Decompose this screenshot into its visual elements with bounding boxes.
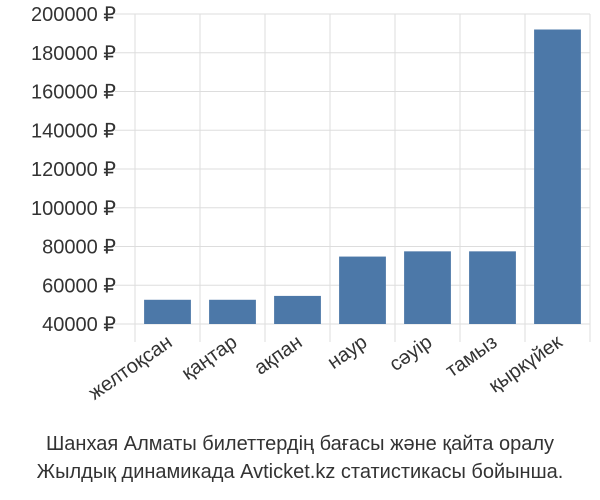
y-tick-label: 160000 ₽: [31, 82, 116, 104]
y-tick-label: 40000 ₽: [42, 314, 116, 336]
chart-caption-line-2: Жылдық динамикада Avticket.kz статистика…: [36, 461, 564, 483]
x-tick-label: сәуір: [385, 331, 436, 376]
y-tick-label: 120000 ₽: [31, 159, 116, 181]
bar: [404, 251, 451, 324]
y-tick-label: 180000 ₽: [31, 43, 116, 65]
x-tick-label: желтоқсан: [85, 331, 177, 404]
x-tick-label: ақпан: [250, 331, 306, 379]
y-tick-label: 100000 ₽: [31, 198, 116, 220]
y-tick-label: 60000 ₽: [42, 275, 116, 297]
y-axis-ticks: 40000 ₽ 60000 ₽ 80000 ₽ 100000 ₽ 120000 ₽ 140…: [31, 4, 116, 336]
bar: [144, 299, 191, 324]
bar: [469, 251, 516, 324]
x-tick-label: наур: [324, 331, 372, 374]
bar: [339, 256, 386, 324]
bar-chart: 40000 ₽ 60000 ₽ 80000 ₽ 100000 ₽ 120000 ₽ 140…: [31, 4, 591, 405]
x-tick-label: қыркүйек: [485, 331, 567, 397]
grid-lines: [115, 13, 591, 342]
y-tick-label: 140000 ₽: [31, 120, 116, 142]
bar: [274, 295, 321, 324]
y-tick-label: 200000 ₽: [31, 4, 116, 26]
x-tick-label: қаңтар: [178, 331, 241, 385]
chart-caption-line-1: Шанхая Алматы билеттердің бағасы және қа…: [45, 433, 555, 455]
bars: [144, 29, 581, 324]
x-axis-ticks: желтоқсан қаңтар ақпан наур сәуір тамызқыркүй…: [85, 331, 567, 405]
bar: [534, 29, 581, 324]
bar: [209, 299, 256, 324]
y-tick-label: 80000 ₽: [42, 237, 116, 259]
